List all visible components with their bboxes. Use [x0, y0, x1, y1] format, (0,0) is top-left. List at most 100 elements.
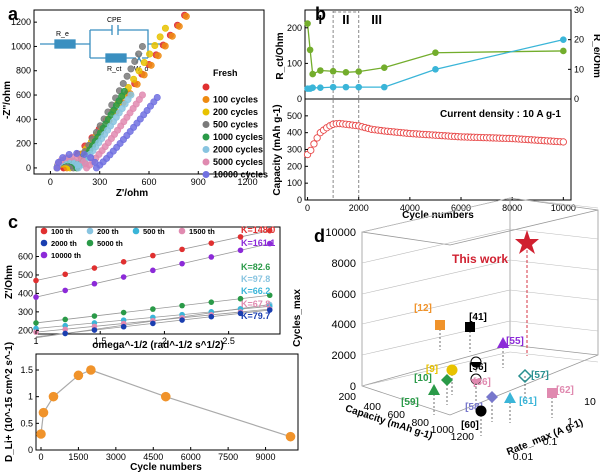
- d-xtick-label: 200: [338, 391, 356, 403]
- a-point-2: [151, 41, 159, 49]
- c2-ytick-label: 1.5: [20, 365, 33, 375]
- panel-b-ylabel-right-top: R_e/Ohm: [591, 34, 600, 78]
- panel-c-bottom-ylabel: D_Li+ (10^-15 cm^2 s^-1): [4, 342, 15, 462]
- panel-b-xlabel: Cycle numbers: [402, 210, 474, 221]
- d-ytick-label: 0: [350, 381, 356, 393]
- d-grid-line: [361, 351, 511, 387]
- c-point-4: [120, 323, 127, 330]
- b-point-R_ct: [380, 64, 388, 71]
- b-point-R_e: [329, 83, 337, 91]
- c-xtick-label: 2: [162, 336, 167, 346]
- panel-a-legend: Fresh 100 cycles 200 cycles 500 cycles 1000…: [213, 68, 268, 180]
- d-grid-line: [509, 197, 599, 209]
- c-point-6: [237, 247, 244, 254]
- c-legend-marker: [40, 227, 48, 235]
- b-line-R_ct: [306, 23, 564, 76]
- c-point-4: [266, 307, 273, 313]
- this-work-star: [515, 230, 539, 254]
- d-point-label: [56]: [469, 362, 487, 373]
- a-point-4: [120, 87, 128, 95]
- c2-xtick-label: 4500: [143, 452, 163, 462]
- c2-xtick-label: 7500: [218, 452, 238, 462]
- panel-label-c: c: [8, 212, 18, 232]
- b-point-R_e: [380, 83, 388, 91]
- a-legend-label: 1000 cycles: [213, 132, 263, 142]
- d-point-5: [441, 374, 453, 386]
- b-point-R_ct: [432, 49, 439, 57]
- b-point-R_e: [317, 84, 324, 92]
- c-point-6: [266, 240, 273, 247]
- d-grid-line: [361, 197, 511, 233]
- a-point-2: [130, 75, 138, 83]
- b-ytick-left-label: 100: [287, 58, 302, 68]
- c-point-6: [33, 294, 39, 300]
- a-legend-marker-4: [202, 133, 210, 141]
- a-legend-label: 500 cycles: [213, 120, 258, 130]
- c-point-5: [208, 299, 215, 305]
- c-point-0: [120, 259, 127, 265]
- c-point-4: [208, 313, 215, 320]
- b-capacity-point: [313, 134, 321, 142]
- d-point-9: [428, 384, 440, 395]
- c-legend-label: 500 th: [143, 227, 165, 236]
- a-legend-label: 5000 cycles: [213, 157, 263, 167]
- c-k-label: K=161.1: [241, 238, 275, 248]
- d-xtick-label: 400: [363, 401, 381, 413]
- c-point-3: [62, 326, 69, 333]
- c2-ytick-label: 0: [28, 445, 33, 455]
- c2-xtick-label: 1500: [68, 452, 88, 462]
- a-point-2: [161, 24, 169, 32]
- a-ytick-label: 800: [16, 66, 31, 76]
- panel-b-regions: I II III: [319, 10, 382, 200]
- c-legend-label: 200 th: [97, 227, 119, 236]
- panel-a-ylabel: -Z''/ohm: [2, 81, 13, 119]
- c-point-6: [208, 254, 215, 260]
- c-point-0: [33, 277, 39, 284]
- a-point-7: [73, 149, 81, 157]
- c-point-0: [237, 234, 244, 240]
- circuit-label-re: R_e: [56, 31, 69, 38]
- c-legend-label: 10000 th: [51, 251, 81, 260]
- b-point-R_e: [342, 83, 350, 91]
- c2-xtick-label: 6000: [181, 452, 201, 462]
- a-xtick-label: 0: [48, 177, 53, 187]
- d-grid-line: [361, 259, 511, 295]
- b-ytick-label: 300: [287, 145, 302, 155]
- d-point-label: [57]: [531, 370, 549, 381]
- c-point-5: [91, 313, 98, 319]
- c-k-label: K=97.8: [241, 274, 270, 284]
- panel-label-b: b: [315, 4, 326, 24]
- a-legend-marker-6: [202, 158, 210, 166]
- c-point-0: [208, 240, 215, 246]
- d-grid-line: [509, 320, 599, 332]
- d-point-label: [59]: [401, 397, 419, 408]
- panel-d: d [12] [41] [55] [56] [9][10] [36] [57] [62] [59…: [292, 197, 599, 463]
- b-ytick-label: 400: [287, 128, 302, 138]
- c-xtick-label: 2.5: [222, 336, 235, 346]
- panel-a: a R_e CPE R_ct W_o 030060090012000200400…: [2, 4, 268, 199]
- c-point-0: [91, 265, 98, 271]
- c-point-5: [266, 292, 273, 299]
- d-grid-line: [509, 228, 599, 240]
- b-capacity-point: [310, 140, 318, 148]
- c-legend-label: 1500 th: [189, 227, 215, 236]
- b-capacity-point: [559, 138, 567, 146]
- c-point-0: [179, 246, 185, 253]
- b-point-R_ct: [355, 68, 363, 75]
- a-legend-marker-0: [202, 83, 210, 91]
- panel-d-axes: 0 2000 4000 6000 8000 10000 200 400 600 800100012…: [325, 227, 596, 463]
- c-ytick-label: 400: [18, 288, 33, 298]
- a-ytick-label: 400: [16, 114, 31, 124]
- a-point-3: [138, 42, 146, 50]
- d-point-6-half: [471, 379, 481, 384]
- c-legend-marker: [86, 239, 94, 247]
- c-point-4: [91, 327, 98, 333]
- d-point-label: [55]: [506, 336, 524, 347]
- c-point-6: [62, 287, 69, 294]
- c-diffusion-point: [36, 429, 46, 439]
- d-ztick-label: 0.1: [543, 436, 558, 448]
- a-point-7: [153, 93, 161, 101]
- b-line-R_e: [307, 39, 564, 90]
- a-point-2: [156, 33, 164, 41]
